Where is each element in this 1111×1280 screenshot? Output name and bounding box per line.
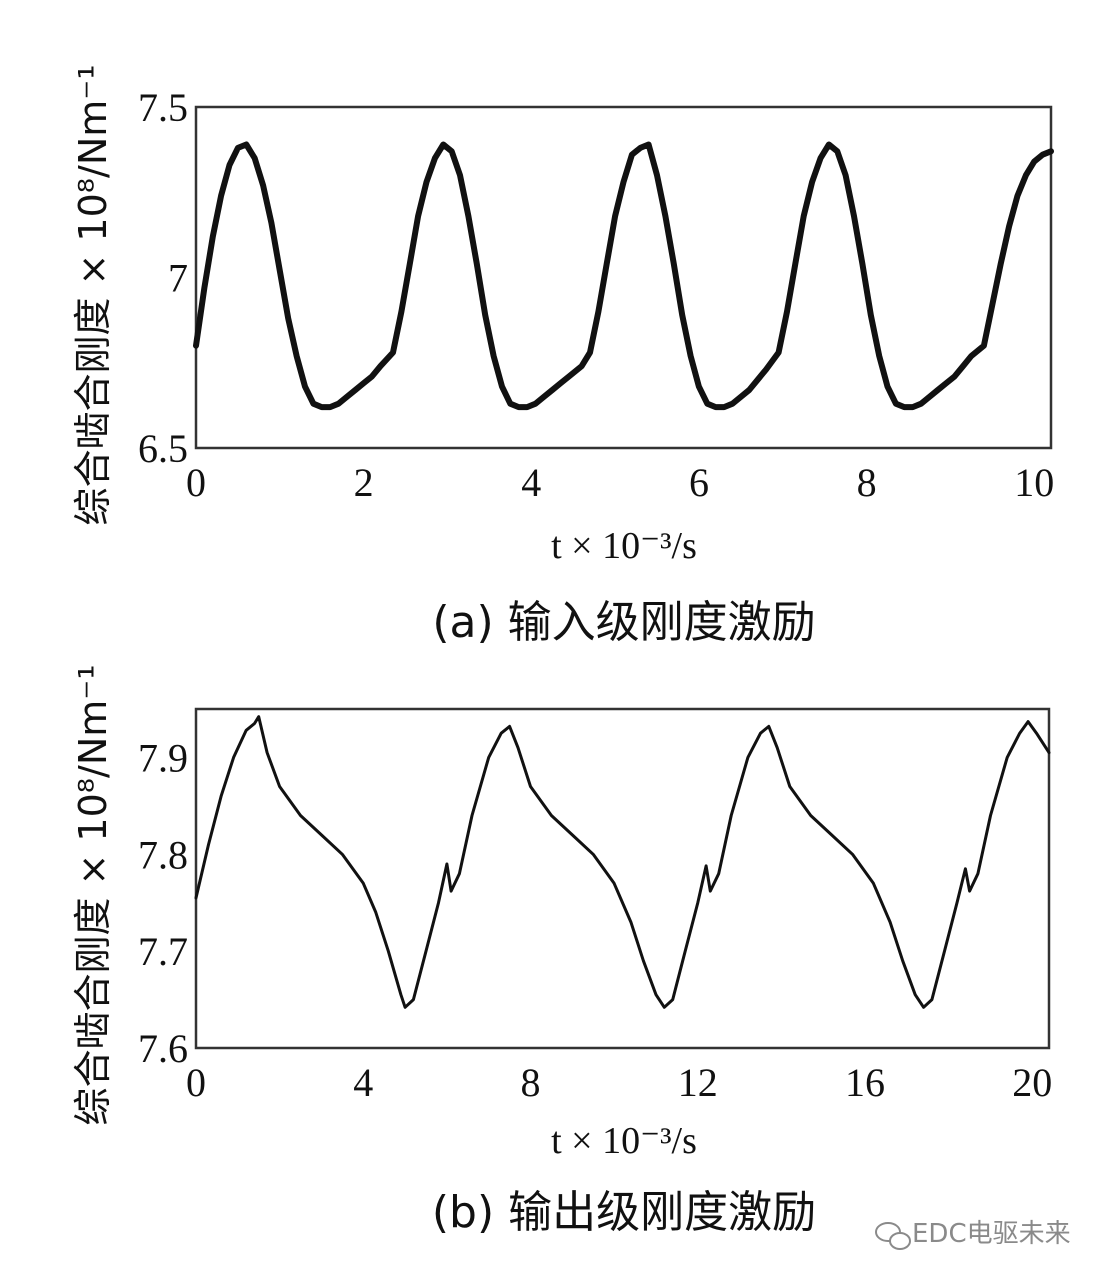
y-axis-label: 综合啮合刚度 × 10⁸/Nm⁻¹ bbox=[71, 664, 115, 1125]
wechat-icon bbox=[875, 1222, 911, 1250]
figure-caption-b: (b) 输出级刚度激励 bbox=[432, 1187, 816, 1238]
x-tick-label: 2 bbox=[354, 460, 374, 505]
y-tick-label: 7.5 bbox=[138, 85, 188, 130]
y-tick-label: 7.6 bbox=[138, 1026, 188, 1071]
x-tick-label: 16 bbox=[845, 1060, 885, 1105]
chart-panel-b: 0 4 8 12 16 20 7.6 7.7 7.8 7.9 综合啮合刚度 × 10⁸/Nm⁻¹… bbox=[71, 664, 1052, 1238]
x-axis-label: t × 10⁻³/s bbox=[551, 525, 697, 567]
x-tick-label: 6 bbox=[689, 460, 709, 505]
watermark-text: EDC电驱未来 bbox=[912, 1219, 1071, 1249]
x-axis-label: t × 10⁻³/s bbox=[551, 1120, 697, 1162]
figure-caption-a: (a) 输入级刚度激励 bbox=[432, 597, 815, 648]
x-tick-label: 0 bbox=[186, 1060, 206, 1105]
plot-frame bbox=[194, 707, 1051, 1050]
x-tick-labels: 0 2 4 6 8 10 bbox=[186, 460, 1054, 505]
y-tick-labels: 6.5 7 7.5 bbox=[138, 85, 188, 471]
x-tick-label: 4 bbox=[353, 1060, 373, 1105]
x-tick-label: 4 bbox=[521, 460, 541, 505]
y-tick-label: 7 bbox=[168, 256, 188, 301]
x-tick-label: 0 bbox=[186, 460, 206, 505]
y-tick-label: 7.7 bbox=[138, 929, 188, 974]
x-tick-label: 8 bbox=[857, 460, 877, 505]
watermark: EDC电驱未来 bbox=[875, 1219, 1071, 1250]
y-axis-label: 综合啮合刚度 × 10⁸/Nm⁻¹ bbox=[71, 64, 115, 525]
x-tick-label: 10 bbox=[1014, 460, 1054, 505]
y-tick-label: 6.5 bbox=[138, 426, 188, 471]
chart-panel-a: 0 2 4 6 8 10 6.5 7 7.5 综合啮合刚度 × 10⁸/Nm⁻¹ t × 10… bbox=[71, 64, 1054, 648]
y-tick-label: 7.8 bbox=[138, 832, 188, 877]
y-tick-labels: 7.6 7.7 7.8 7.9 bbox=[138, 735, 188, 1071]
x-tick-label: 12 bbox=[678, 1060, 718, 1105]
y-tick-label: 7.9 bbox=[138, 735, 188, 780]
plot-frame bbox=[194, 105, 1053, 450]
stiffness-curve-b bbox=[194, 715, 1051, 1009]
stiffness-curve-a bbox=[193, 141, 1054, 411]
x-tick-label: 8 bbox=[521, 1060, 541, 1105]
x-tick-label: 20 bbox=[1012, 1060, 1052, 1105]
x-tick-labels: 0 4 8 12 16 20 bbox=[186, 1060, 1052, 1105]
